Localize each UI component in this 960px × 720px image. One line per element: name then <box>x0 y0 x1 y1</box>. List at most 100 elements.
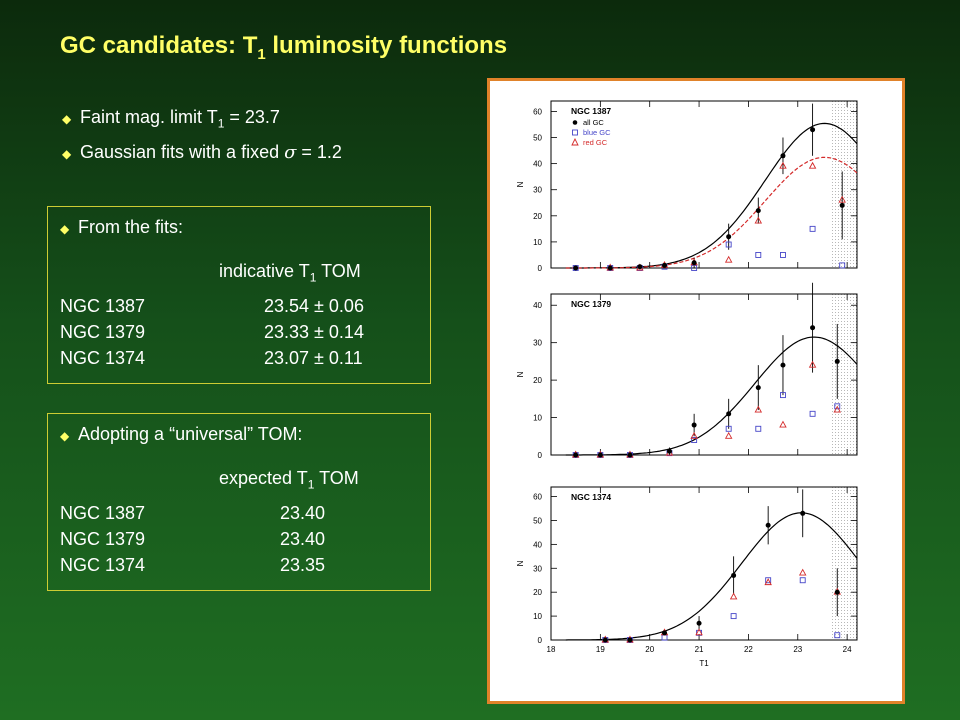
fits-box: ◆ From the fits: indicative T1 TOM NGC 13… <box>47 206 431 384</box>
universal-table: NGC 1387 23.40 NGC 1379 23.40 NGC 1374 23.3… <box>60 500 325 578</box>
red-gc-point <box>764 578 772 586</box>
y-tick-label: 0 <box>538 264 543 273</box>
all-gc-point <box>602 637 608 643</box>
all-gc-point <box>800 510 806 516</box>
blue-gc-point <box>834 403 841 410</box>
y-tick-label: 40 <box>533 540 542 549</box>
x-tick-label: 22 <box>744 645 753 654</box>
panel-ngc-1379: 0 10 20 30 40 N NGC 1379 <box>516 282 858 460</box>
all-gc-point <box>755 208 761 214</box>
all-gc-point <box>731 572 737 578</box>
diamond-bullet-icon: ◆ <box>62 112 72 126</box>
fits-heading: indicative T1 TOM <box>219 261 361 285</box>
x-axis-label: T1 <box>699 659 709 668</box>
x-tick-label: 21 <box>695 645 704 654</box>
all-gc-point <box>834 358 840 364</box>
all-gc-point <box>662 262 668 268</box>
title-main: GC candidates: T <box>60 32 258 59</box>
universal-box: ◆ Adopting a “universal” TOM: expected T1… <box>47 413 431 591</box>
all-gc-point <box>726 234 732 240</box>
y-tick-label: 10 <box>533 238 542 247</box>
y-tick-label: 20 <box>533 588 542 597</box>
fits-row: NGC 1379 23.33 ± 0.14 <box>60 322 364 342</box>
x-tick-label: 18 <box>547 645 556 654</box>
universal-row: NGC 1374 23.35 <box>60 555 326 575</box>
all-gc-point <box>780 362 786 368</box>
diamond-bullet-icon: ◆ <box>60 429 70 443</box>
all-gc-point <box>691 260 697 266</box>
title-rest: luminosity functions <box>265 32 508 59</box>
diamond-bullet-icon: ◆ <box>60 222 70 236</box>
bullet-faint-limit: ◆ Faint mag. limit T1 = 23.7 <box>62 103 342 138</box>
blue-gc-point <box>834 632 841 639</box>
all-gc-point <box>627 637 633 643</box>
bullet-gaussian: ◆ Gaussian fits with a fixed σ = 1.2 <box>62 138 342 168</box>
legend-label: red GC <box>583 138 608 147</box>
panel-ngc-1374: 0 10 20 30 40 50 60 18 19 20 21 22 23 24 N T1 NGC 1374 <box>516 486 858 668</box>
universal-row: NGC 1387 23.40 <box>60 503 326 523</box>
y-tick-label: 20 <box>533 212 542 221</box>
blue-gc-point <box>839 262 846 269</box>
y-axis-label: N <box>516 371 525 377</box>
fit-curve-all <box>565 336 858 456</box>
legend-marker-all <box>572 120 578 125</box>
all-gc-point <box>627 452 633 458</box>
y-tick-label: 30 <box>533 186 542 195</box>
y-tick-label: 40 <box>533 160 542 169</box>
blue-gc-point <box>691 265 698 271</box>
red-gc-point <box>729 592 738 600</box>
all-gc-point <box>696 620 702 626</box>
legend-marker-blue <box>572 129 578 136</box>
red-gc-point <box>724 431 733 439</box>
red-gc-point <box>754 405 763 413</box>
red-gc-point <box>724 255 733 263</box>
all-gc-point <box>573 265 579 271</box>
all-gc-point <box>573 452 579 458</box>
y-tick-label: 10 <box>533 612 542 621</box>
y-axis-label: N <box>516 560 525 566</box>
y-tick-label: 40 <box>533 301 542 310</box>
red-gc-point <box>690 431 698 439</box>
bullet-list: ◆ Faint mag. limit T1 = 23.7 ◆ Gaussian fi… <box>62 103 342 168</box>
blue-gc-point <box>780 252 786 258</box>
blue-gc-point <box>799 577 806 584</box>
all-gc-point <box>607 265 613 271</box>
blue-gc-point <box>809 225 816 232</box>
all-gc-point <box>765 522 771 528</box>
y-tick-label: 50 <box>533 516 542 525</box>
all-gc-point <box>666 448 672 454</box>
diamond-bullet-icon: ◆ <box>62 146 72 161</box>
y-tick-label: 30 <box>533 564 542 573</box>
red-gc-point <box>798 568 807 576</box>
x-tick-label: 24 <box>843 645 852 654</box>
all-gc-point <box>691 422 697 428</box>
blue-gc-point <box>765 577 772 584</box>
all-gc-point <box>834 589 840 595</box>
blue-gc-point <box>809 410 816 417</box>
fits-row: NGC 1387 23.54 ± 0.06 <box>60 296 364 316</box>
fits-table: NGC 1387 23.54 ± 0.06 NGC 1379 23.33 ± 0.1… <box>60 293 364 371</box>
blue-gc-point <box>725 425 732 432</box>
x-tick-label: 19 <box>596 645 605 654</box>
panel-label: NGC 1379 <box>571 299 611 309</box>
red-gc-point <box>779 420 787 428</box>
red-gc-point <box>833 405 842 413</box>
universal-heading: expected T1 TOM <box>219 468 359 492</box>
axes-frame <box>550 293 858 456</box>
blue-gc-point <box>780 392 786 399</box>
x-tick-label: 23 <box>793 645 802 654</box>
blue-gc-point <box>691 437 698 443</box>
fits-row: NGC 1374 23.07 ± 0.11 <box>60 348 363 368</box>
y-tick-label: 60 <box>533 493 542 502</box>
red-gc-point <box>808 360 817 368</box>
legend-label: blue GC <box>583 128 611 137</box>
y-tick-label: 10 <box>533 414 542 423</box>
fit-curve-red <box>565 156 858 269</box>
blue-gc-point <box>661 634 668 641</box>
panel-label: NGC 1374 <box>571 492 611 502</box>
all-gc-point <box>755 385 761 391</box>
blue-gc-point <box>696 629 703 636</box>
x-tick-label: 20 <box>645 645 654 654</box>
universal-bullet: ◆ Adopting a “universal” TOM: <box>60 424 303 444</box>
